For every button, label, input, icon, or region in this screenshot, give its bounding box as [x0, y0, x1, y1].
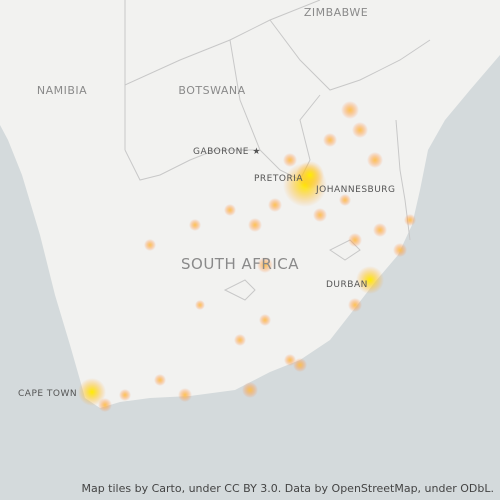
country-label: BOTSWANA	[178, 84, 245, 97]
city-label: CAPE TOWN	[18, 389, 77, 399]
attribution: Map tiles by Carto, under CC BY 3.0. Dat…	[81, 482, 494, 495]
country-label: SOUTH AFRICA	[181, 255, 299, 273]
city-label: PRETORIA	[254, 174, 303, 184]
city-label: JOHANNESBURG	[315, 185, 396, 195]
country-label: NAMIBIA	[37, 84, 87, 97]
city-label: GABORONE ★	[193, 147, 261, 157]
country-label: ZIMBABWE	[304, 6, 368, 19]
heat-points	[78, 101, 416, 412]
city-label: DURBAN	[326, 280, 368, 290]
